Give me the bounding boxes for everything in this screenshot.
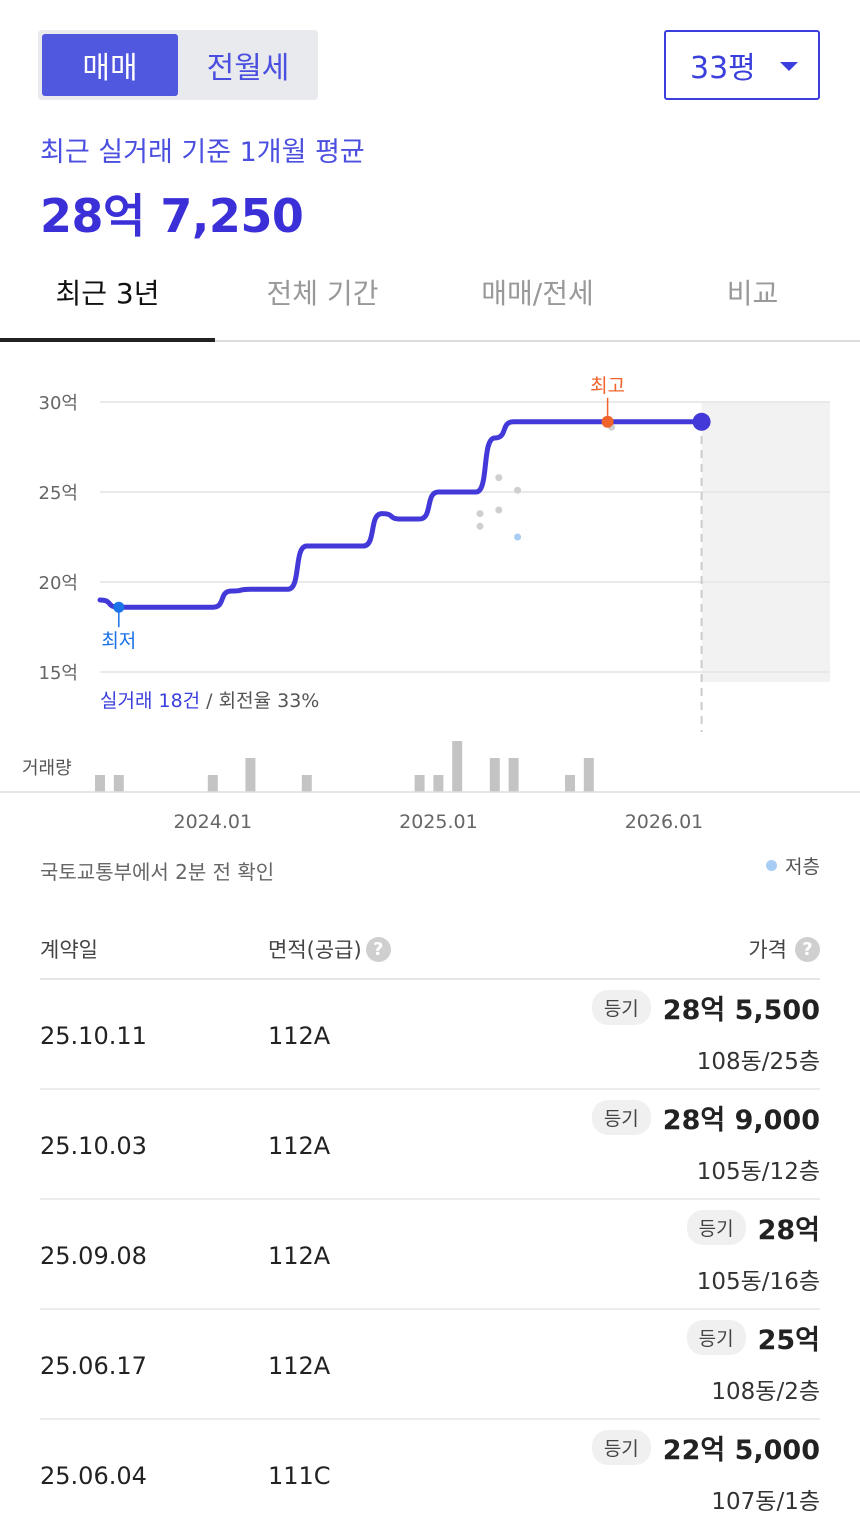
volume-bar: [452, 741, 463, 792]
tab-recent-3y[interactable]: 최근 3년: [55, 277, 160, 310]
row-date: 25.06.04: [40, 1462, 147, 1490]
average-label: 최근 실거래 기준 1개월 평균: [40, 137, 365, 168]
table-header: 계약일 면적(공급) ? 가격 ?: [40, 910, 820, 980]
row-price: 28억 9,000: [662, 1105, 820, 1136]
row-date: 25.10.11: [40, 1022, 147, 1050]
volume-label: 거래량: [22, 758, 72, 779]
row-price-line: 등기 22억 5,000: [591, 1428, 820, 1467]
high-label: 최고: [590, 375, 625, 397]
period-tabs: 최근 3년 전체 기간 매매/전세 비교: [0, 256, 860, 342]
registered-badge: 등기: [686, 1210, 746, 1245]
price-line: [97, 419, 705, 610]
source-text: 국토교통부에서 2분 전 확인: [40, 860, 275, 884]
deal-point: [476, 522, 484, 530]
deal-count: 실거래 18건: [100, 690, 201, 712]
low-floor-label: 저층: [785, 856, 820, 878]
lease-tab[interactable]: 전월세: [206, 51, 290, 86]
volume-bar: [207, 775, 218, 792]
forecast-area: [701, 402, 830, 682]
x-tick-label: 2025.01: [399, 811, 478, 833]
deal-point: [495, 506, 503, 514]
deal-point: [514, 486, 522, 494]
y-tick-label: 15억: [39, 663, 78, 684]
x-tick-label: 2026.01: [625, 811, 704, 833]
y-tick-label: 25억: [39, 483, 78, 504]
low-floor-point: [514, 533, 522, 541]
row-price-line: 등기 28억 9,000: [591, 1098, 820, 1137]
active-tab-indicator: [0, 338, 215, 342]
tab-compare[interactable]: 비교: [726, 277, 779, 310]
row-area: 111C: [268, 1462, 331, 1490]
row-area: 112A: [268, 1022, 331, 1050]
header-area: 면적(공급) ?: [268, 934, 391, 964]
y-tick-label: 20억: [39, 573, 78, 594]
row-date: 25.10.03: [40, 1132, 147, 1160]
row-unit: 107동/1층: [711, 1489, 820, 1515]
registered-badge: 등기: [591, 1100, 651, 1135]
header-price: 가격 ?: [748, 934, 820, 964]
row-area: 112A: [268, 1132, 331, 1160]
header-price-label: 가격: [748, 938, 787, 962]
x-tick-label: 2024.01: [174, 811, 253, 833]
row-date: 25.06.17: [40, 1352, 147, 1380]
registered-badge: 등기: [591, 1430, 651, 1465]
row-unit: 105동/16층: [696, 1269, 820, 1295]
row-unit: 108동/2층: [711, 1379, 820, 1405]
header-area-label: 면적(공급): [268, 938, 362, 962]
turnover-rate: / 회전율 33%: [200, 690, 320, 712]
low-point: [113, 601, 125, 613]
deal-point: [495, 474, 503, 482]
volume-bar: [433, 775, 444, 792]
row-unit: 108동/25층: [696, 1049, 820, 1075]
deal-type-toggle: 매매 전월세: [38, 30, 318, 100]
chart-summary: 실거래 18건 / 회전율 33%: [100, 686, 319, 713]
header-date: 계약일: [40, 938, 98, 962]
row-price: 25억: [757, 1325, 820, 1356]
registered-badge: 등기: [686, 1320, 746, 1355]
volume-bar: [301, 775, 312, 792]
table-row[interactable]: 25.06.04 111C 등기 22억 5,000 107동/1층: [40, 1420, 820, 1530]
y-tick-label: 30억: [39, 393, 78, 414]
table-row[interactable]: 25.06.17 112A 등기 25억 108동/2층: [40, 1310, 820, 1420]
sale-tab[interactable]: 매매: [42, 34, 178, 96]
row-unit: 105동/12층: [696, 1159, 820, 1185]
low-label: 최저: [101, 630, 136, 652]
row-area: 112A: [268, 1352, 331, 1380]
current-point: [692, 412, 711, 431]
table-row[interactable]: 25.10.11 112A 등기 28억 5,500 108동/25층: [40, 980, 820, 1090]
table-row[interactable]: 25.09.08 112A 등기 28억 105동/16층: [40, 1200, 820, 1310]
volume-bar: [489, 758, 500, 792]
volume-bar: [414, 775, 425, 792]
size-select[interactable]: 33평: [664, 30, 820, 100]
row-price-line: 등기 28억: [686, 1208, 820, 1247]
tab-sale-lease[interactable]: 매매/전세: [481, 277, 594, 310]
volume-bar: [95, 775, 105, 792]
row-area: 112A: [268, 1242, 331, 1270]
deal-point: [476, 510, 484, 518]
volume-bar: [565, 775, 575, 792]
volume-bar: [508, 758, 519, 792]
table-row[interactable]: 25.10.03 112A 등기 28억 9,000 105동/12층: [40, 1090, 820, 1200]
volume-bar: [245, 758, 256, 792]
row-price: 28억 5,500: [662, 995, 820, 1026]
row-price-line: 등기 25억: [686, 1318, 820, 1357]
volume-bar: [583, 758, 594, 792]
low-floor-dot-icon: [766, 860, 778, 871]
row-date: 25.09.08: [40, 1242, 147, 1270]
row-price: 22억 5,000: [662, 1435, 820, 1466]
help-icon[interactable]: ?: [795, 936, 820, 962]
row-price-line: 등기 28억 5,500: [591, 988, 820, 1027]
row-price: 28억: [757, 1215, 820, 1246]
caret-down-icon: [780, 62, 798, 71]
low-floor-legend: 저층: [766, 852, 820, 879]
size-select-value: 33평: [690, 51, 756, 86]
help-icon[interactable]: ?: [365, 936, 391, 962]
registered-badge: 등기: [591, 990, 651, 1025]
average-price: 28억 7,250: [40, 189, 304, 243]
high-point: [601, 415, 614, 428]
tab-all-period[interactable]: 전체 기간: [266, 277, 379, 310]
volume-bar: [113, 775, 124, 792]
